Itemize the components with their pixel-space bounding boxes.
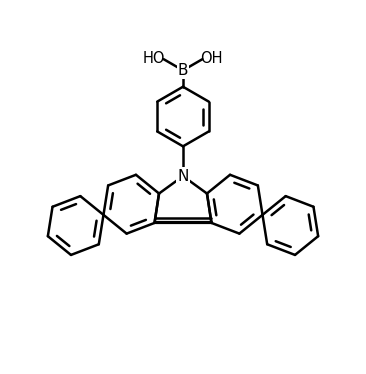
Text: N: N xyxy=(177,169,189,184)
Text: HO: HO xyxy=(143,51,165,66)
Text: OH: OH xyxy=(201,51,223,66)
Text: B: B xyxy=(178,63,188,78)
